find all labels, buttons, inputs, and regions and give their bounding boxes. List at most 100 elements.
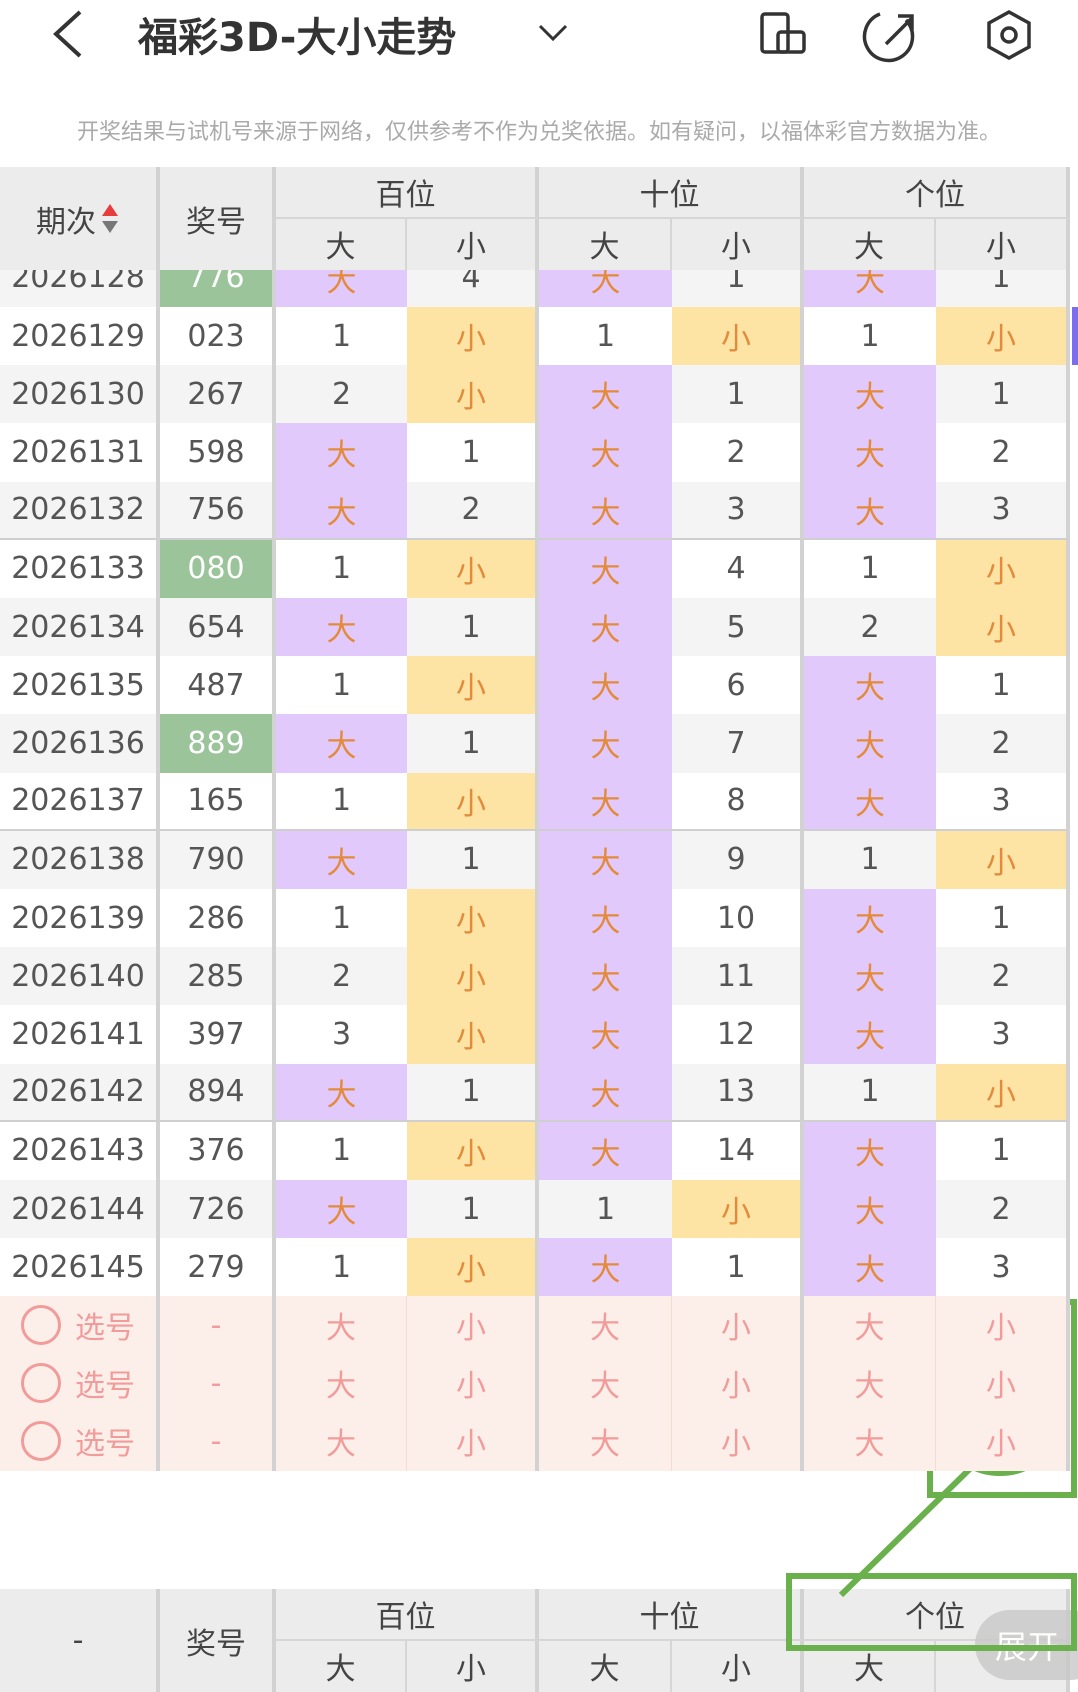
pick-cell[interactable]: 小 [672,1354,804,1413]
pick-cell[interactable]: 小 [407,1354,539,1413]
number-cell: 894 [160,1063,276,1122]
miss-count: 1 [276,307,407,366]
pick-cell[interactable]: 小 [672,1296,804,1355]
number-cell: 023 [160,307,276,366]
sort-icon[interactable] [100,202,120,236]
trend-mark: 大 [276,423,407,482]
sub-header: 大 [539,218,672,270]
trend-mark: 大 [539,481,672,540]
pick-cell[interactable]: 大 [276,1296,407,1355]
period-cell: 2026138 [0,830,160,889]
miss-count: 1 [804,830,936,889]
miss-count: 1 [276,1238,407,1297]
pick-cell[interactable]: 大 [804,1296,936,1355]
notice: 开奖结果与试机号来源于网络，仅供参考不作为兑奖依据。如有疑问，以福体彩官方数据为… [76,120,1001,145]
trend-mark: 小 [672,307,804,366]
trend-mark: 大 [539,598,672,657]
sub-header: 大 [539,1640,672,1692]
trend-mark: 大 [539,539,672,598]
number-cell: 790 [160,830,276,889]
trend-mark: 小 [936,1063,1070,1122]
pick-label: 选号 [0,1354,160,1413]
pick-cell[interactable]: 小 [672,1412,804,1471]
miss-count: 3 [276,1005,407,1064]
highlight-box [786,1573,1077,1651]
arrow [838,1455,984,1598]
period-cell: 2026142 [0,1063,160,1122]
number-cell: 654 [160,598,276,657]
pick-cell[interactable]: 大 [276,1412,407,1471]
settings-icon[interactable] [987,10,1031,60]
pick-radio[interactable] [21,1363,61,1404]
pick-cell[interactable]: 大 [804,1412,936,1471]
miss-count: 4 [672,539,804,598]
trend-mark: 大 [276,598,407,657]
scroll-indicator [1072,307,1078,365]
trend-mark: 大 [804,423,936,482]
pick-cell[interactable]: 大 [539,1296,672,1355]
miss-count: 1 [407,1063,539,1122]
sub-header: 小 [407,1640,539,1692]
trend-mark: 小 [407,772,539,831]
trend-mark: 大 [539,365,672,424]
trend-mark: 小 [407,1238,539,1297]
pick-cell[interactable]: 小 [407,1412,539,1471]
number-cell: 889 [160,714,276,773]
trend-mark: 小 [407,307,539,366]
trend-mark: 大 [539,423,672,482]
trend-mark: 大 [804,772,936,831]
pick-cell[interactable]: 小 [936,1354,1070,1413]
trend-mark: 大 [276,714,407,773]
period-cell: 2026143 [0,1121,160,1180]
pick-radio[interactable] [21,1305,61,1346]
back-button[interactable] [53,10,82,58]
pick-text: 选号 [75,1427,135,1463]
miss-count: 2 [276,947,407,1006]
trend-mark: 大 [276,1063,407,1122]
miss-count: 1 [276,889,407,948]
number-header: 奖号 [160,167,276,270]
pick-cell[interactable]: 大 [276,1354,407,1413]
pick-text: 选号 [75,1369,135,1405]
miss-count: 1 [276,772,407,831]
table-body: 2026128 776 大 4 大 1 大 1 2026129 023 1 小 1 小 1 小 2026130 2… [0,270,1078,1587]
miss-count: 9 [672,830,804,889]
rotate-icon[interactable] [760,12,806,54]
pick-radio[interactable] [21,1421,61,1462]
dropdown[interactable] [538,24,568,42]
period-cell: 2026130 [0,365,160,424]
period-cell: 2026131 [0,423,160,482]
trend-mark: 大 [804,1180,936,1239]
trend-mark: 小 [936,307,1070,366]
miss-count: 2 [804,598,936,657]
pick-number: - [160,1296,276,1355]
miss-count: 1 [804,1063,936,1122]
number-cell: 080 [160,539,276,598]
miss-count: 1 [539,307,672,366]
top-bar-icons [53,10,1031,63]
trend-mark: 大 [804,714,936,773]
number-header: 奖号 [160,1589,276,1692]
pick-cell[interactable]: 小 [936,1296,1070,1355]
miss-count: 1 [276,1121,407,1180]
trend-mark: 大 [276,1180,407,1239]
pick-cell[interactable]: 大 [539,1354,672,1413]
period-cell: 2026137 [0,772,160,831]
sub-header: 小 [672,1640,804,1692]
pick-cell[interactable]: 小 [936,1412,1070,1471]
share-icon[interactable] [862,12,915,63]
pick-cell[interactable]: 大 [539,1412,672,1471]
number-cell: 286 [160,889,276,948]
miss-count: 2 [936,947,1070,1006]
period-cell: 2026141 [0,1005,160,1064]
number-cell: 776 [160,270,276,307]
number-cell: 726 [160,1180,276,1239]
trend-mark: 小 [936,598,1070,657]
number-cell: 376 [160,1121,276,1180]
trend-mark: 小 [407,539,539,598]
miss-count: 1 [539,1180,672,1239]
pick-cell[interactable]: 大 [804,1354,936,1413]
pick-cell[interactable]: 小 [407,1296,539,1355]
trend-mark: 小 [672,1180,804,1239]
miss-count: 1 [672,270,804,307]
